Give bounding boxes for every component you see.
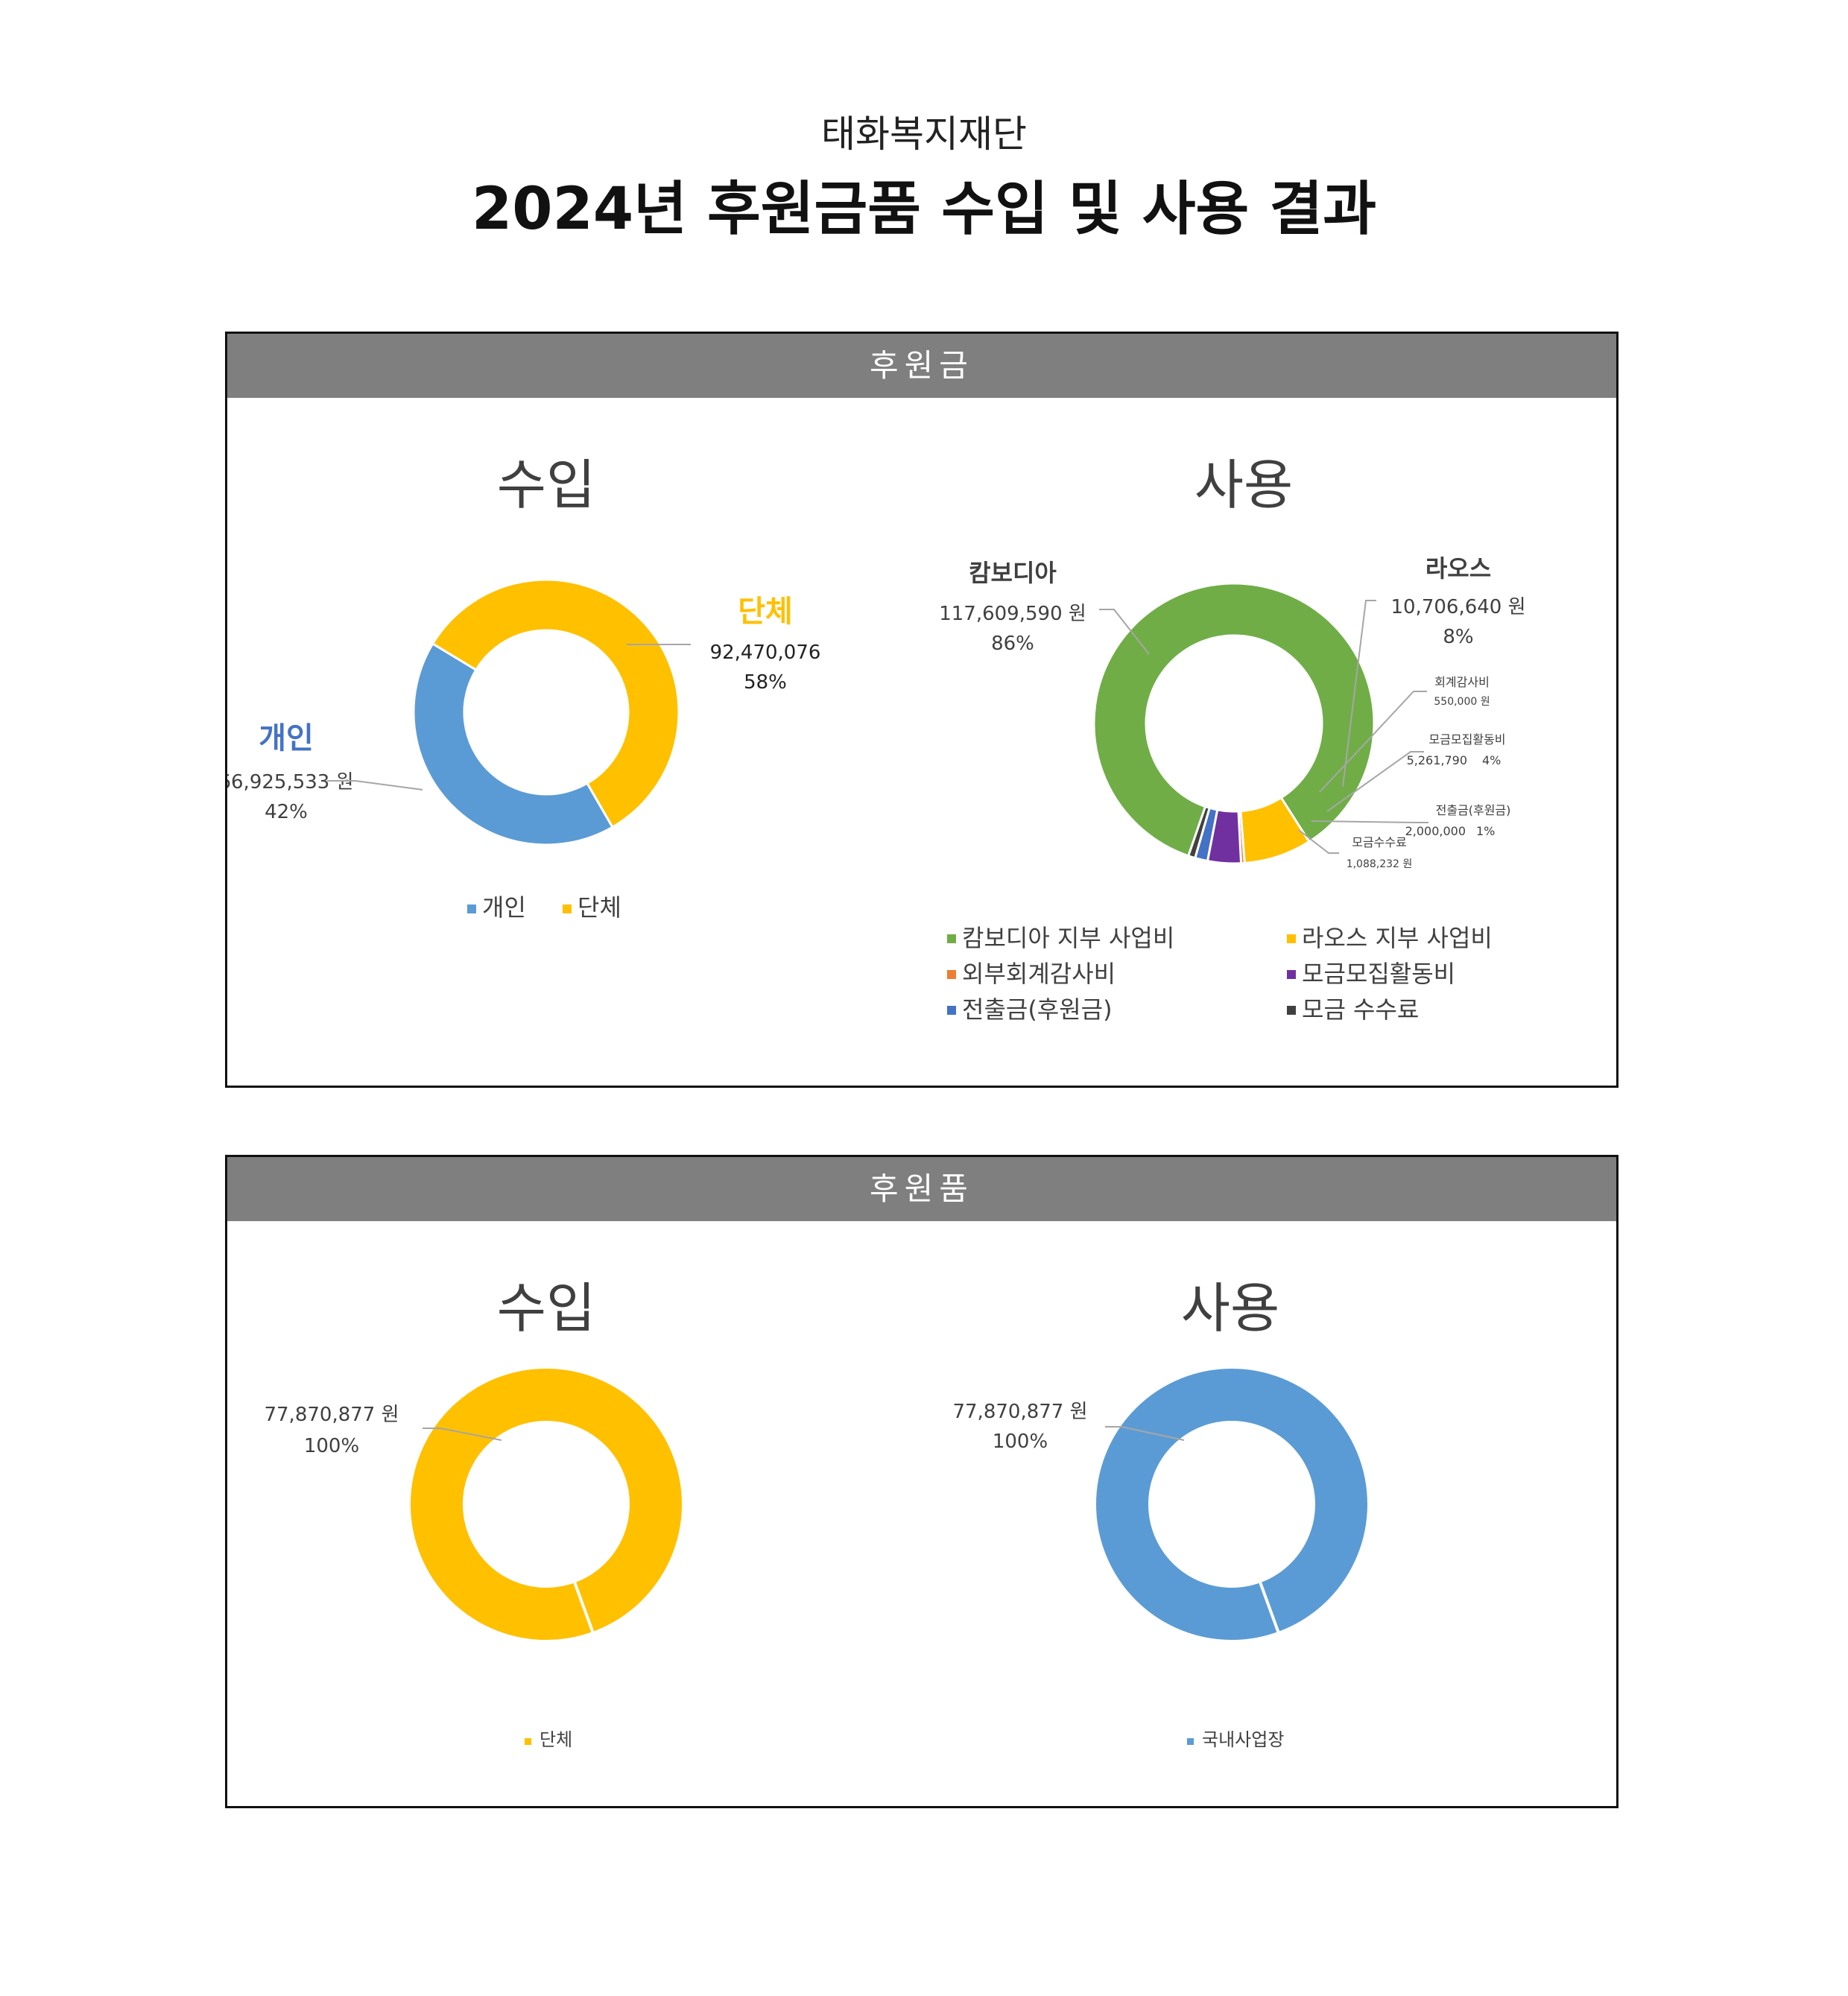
callout-amount-transfer: 2,000,000 — [1405, 824, 1466, 838]
legend-label-goods-group: 단체 — [539, 1729, 572, 1750]
leader-line-fee — [1298, 829, 1339, 854]
income-donut — [412, 578, 680, 846]
legend-marker-group — [563, 904, 572, 913]
legend-label-group: 단체 — [578, 893, 621, 922]
goods-usage-slice-divider — [1259, 1581, 1280, 1633]
goods-income-donut — [411, 1369, 682, 1640]
goods-usage-slice-0 — [1096, 1369, 1367, 1640]
legend-label-fundraising: 모금모집활동비 — [1302, 960, 1455, 988]
goods-income-slice-0 — [411, 1369, 682, 1640]
legend-marker-cambodia — [947, 934, 956, 943]
legend-marker-fundraising — [1287, 970, 1296, 979]
callout-name-fundraising: 모금모집활동비 — [1428, 732, 1505, 747]
donation-goods-charts: 수입 77,870,877 원 100% 단체 사용 77,870,877 원 … — [264, 1277, 1367, 1750]
callout-amount-group: 92,470,076 — [710, 641, 821, 664]
donation-money-charts: 수입 개인 66,925,533 원 42% 단체 92,470,076 58%… — [227, 454, 1526, 1024]
income-slice-0 — [412, 641, 615, 846]
legend-label-laos: 라오스 지부 사업비 — [1302, 924, 1493, 952]
legend-label-cambodia: 캄보디아 지부 사업비 — [962, 924, 1174, 952]
callout-amount-fundraising: 5,261,790 — [1407, 753, 1467, 767]
callout-pct-laos: 8% — [1443, 626, 1473, 648]
legend-marker-goods-domestic — [1187, 1738, 1194, 1745]
income-slice-1 — [431, 578, 680, 829]
callout-amount-laos: 10,706,640 원 — [1390, 596, 1525, 618]
callout-name-fee: 모금수수료 — [1352, 835, 1407, 849]
callout-name-group: 단체 — [738, 595, 793, 629]
legend-label-audit: 외부회계감사비 — [962, 960, 1116, 988]
leader-line-fundraising — [1326, 751, 1424, 812]
panel-title: 후원품 — [227, 1157, 1616, 1221]
leader-line-goods-usage — [1105, 1426, 1185, 1441]
page-title: 2024년 후원금품 수입 및 사용 결과 — [472, 176, 1376, 243]
callout-pct-goods-usage: 100% — [993, 1431, 1048, 1453]
callout-pct-cambodia: 86% — [991, 633, 1034, 655]
donation-goods-panel: 후원품 수입 77,870,877 원 100% 단체 사용 77,870,87… — [225, 1155, 1618, 1808]
leader-line-audit — [1319, 691, 1427, 793]
goods-usage-donut — [1096, 1369, 1367, 1640]
callout-pct-fundraising: 4% — [1482, 753, 1501, 767]
panel-title: 후원금 — [227, 334, 1616, 398]
leader-line-goods-income — [423, 1428, 502, 1441]
callout-amount-personal: 66,925,533 원 — [227, 771, 354, 793]
legend-label-transfer: 전출금(후원금) — [962, 995, 1113, 1024]
goods-income-chart-title: 수입 — [497, 1277, 595, 1340]
income-chart-title: 수입 — [497, 454, 595, 516]
usage-slice-5 — [1186, 805, 1212, 860]
leader-line-laos — [1342, 600, 1376, 788]
goods-income-slice-divider — [573, 1581, 595, 1633]
callout-pct-personal: 42% — [265, 801, 308, 823]
usage-donut — [1092, 582, 1376, 865]
goods-usage-chart-title: 사용 — [1181, 1277, 1279, 1340]
usage-chart-title: 사용 — [1194, 454, 1293, 516]
callout-pct-group: 58% — [744, 671, 787, 694]
callout-name-audit: 회계감사비 — [1434, 675, 1490, 689]
callout-name-transfer: 전출금(후원금) — [1436, 803, 1511, 817]
callout-pct-transfer: 1% — [1476, 824, 1495, 838]
usage-slice-0 — [1092, 582, 1376, 858]
legend-label-goods-domestic: 국내사업장 — [1202, 1729, 1284, 1750]
callout-name-personal: 개인 — [259, 721, 314, 755]
leader-line-transfer — [1311, 820, 1428, 823]
callout-amount-goods-usage: 77,870,877 원 — [952, 1401, 1087, 1423]
callout-amount-audit: 550,000 원 — [1434, 696, 1490, 708]
organization-name: 태화복지재단 — [821, 113, 1027, 156]
legend-marker-transfer — [947, 1006, 956, 1015]
legend-marker-laos — [1287, 934, 1296, 943]
callout-pct-goods-income: 100% — [304, 1435, 359, 1457]
leader-line-personal — [327, 780, 423, 791]
callout-amount-cambodia: 117,609,590 원 — [939, 603, 1086, 625]
legend-label-personal: 개인 — [482, 893, 526, 922]
callout-amount-goods-income: 77,870,877 원 — [264, 1404, 399, 1426]
callout-name-laos: 라오스 — [1425, 554, 1491, 583]
callout-amount-fee: 1,088,232 원 — [1347, 858, 1413, 870]
callout-name-cambodia: 캄보디아 — [969, 559, 1057, 587]
legend-marker-audit — [947, 970, 956, 979]
legend-marker-fee — [1287, 1006, 1296, 1015]
legend-marker-goods-group — [525, 1738, 531, 1745]
donation-money-panel: 후원금 수입 개인 66,925,533 원 42% 단체 92,470,076… — [225, 332, 1618, 1088]
leader-line-cambodia — [1099, 609, 1150, 655]
legend-label-fee: 모금 수수료 — [1302, 995, 1419, 1024]
legend-marker-personal — [467, 904, 476, 913]
